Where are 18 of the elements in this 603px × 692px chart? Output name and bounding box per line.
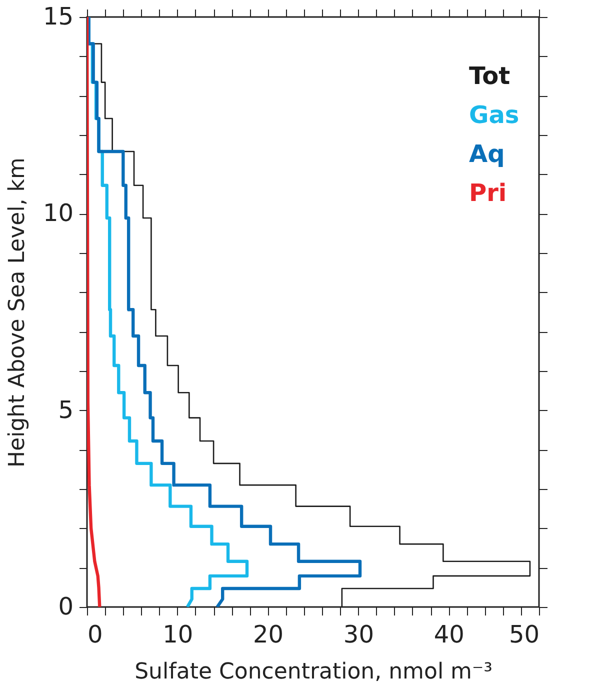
line-series	[87, 17, 102, 607]
x-tick-label: 50	[508, 620, 540, 648]
x-tick-label: 10	[162, 620, 194, 648]
text: Pri	[469, 179, 507, 207]
text: Tot	[469, 62, 510, 90]
x-tick-label: 30	[343, 620, 374, 648]
y-axis-title: Height Above Sea Level, km	[4, 158, 30, 468]
x-tick-label: 20	[253, 620, 284, 648]
y-tick-label: 10	[42, 199, 74, 228]
text: Aq	[469, 140, 505, 168]
y-tick-label: 15	[42, 2, 74, 30]
y-tick-label: 5	[58, 396, 74, 424]
line-series	[87, 17, 362, 607]
y-tick-label: 0	[58, 592, 74, 620]
text: Gas	[469, 101, 520, 129]
x-axis-title: Sulfate Concentration, nmol m⁻³	[134, 660, 492, 684]
x-tick-label: 40	[434, 620, 464, 648]
x-tick-label: 0	[88, 620, 103, 648]
